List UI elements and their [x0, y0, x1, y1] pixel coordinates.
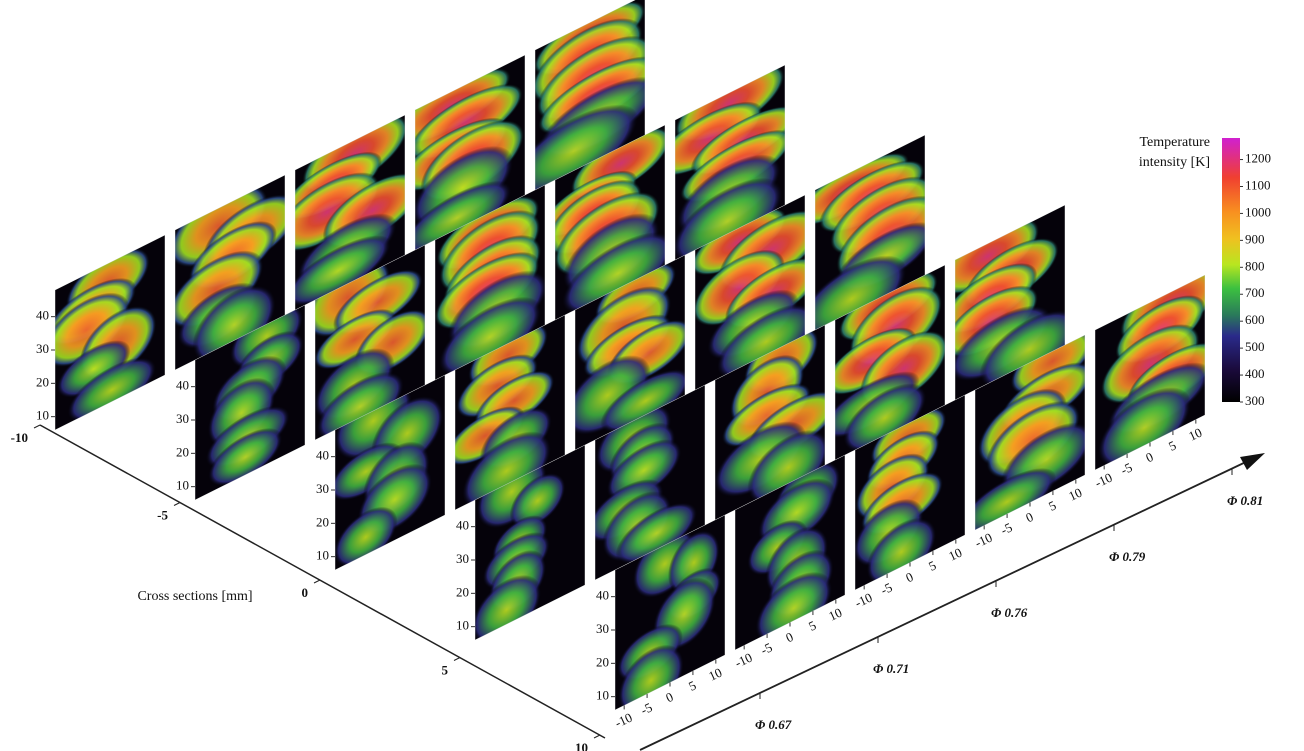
- cross-section-tick-label: -5: [157, 507, 168, 522]
- panel-x-tick-label: 5: [806, 617, 818, 633]
- panel-y-tick-label: 40: [596, 588, 609, 603]
- phi-axis-arrow: [1240, 453, 1265, 470]
- panel-y-tick-label: 30: [176, 411, 189, 426]
- colorbar-tick-label: 1000: [1245, 204, 1271, 219]
- panel-x-tick-label: -10: [732, 650, 754, 671]
- panel-y-tick-label: 40: [176, 378, 189, 393]
- cross-section-tick-label: 0: [302, 585, 309, 600]
- panel-y-tick-label: 20: [456, 584, 469, 599]
- panel-x-tick-label: 0: [783, 629, 795, 645]
- panel-x-tick-label: -5: [1118, 459, 1134, 477]
- panel-x-tick-label: -10: [972, 530, 994, 551]
- cross-section-tick: [174, 503, 180, 506]
- colorbar-tick-label: 400: [1245, 366, 1265, 381]
- heatmap-panel: [43, 226, 165, 448]
- panel-x-tick-label: 10: [706, 665, 724, 684]
- panel-x-tick-label: -10: [1092, 470, 1114, 491]
- cross-section-tick: [594, 735, 600, 738]
- colorbar-title: Temperature: [1139, 135, 1210, 150]
- colorbar-tick-label: 500: [1245, 339, 1265, 354]
- panel-y-tick-label: 10: [456, 618, 469, 633]
- panel-x-tick-label: -5: [878, 579, 894, 597]
- figure: Cross sections [mm] 10 20 30 40 10 20 30 40 10 20…: [0, 0, 1304, 751]
- panel-y-tick-label: 30: [596, 621, 609, 636]
- panel-x-tick-label: 10: [946, 545, 964, 564]
- panel-x-tick-label: 0: [903, 569, 915, 585]
- phi-tick-label: Φ 0.79: [1109, 549, 1146, 564]
- panel-x-tick-label: -5: [758, 639, 774, 657]
- cross-section-tick: [314, 580, 320, 583]
- panel-x-tick-label: 10: [826, 605, 844, 624]
- panel-x-tick-label: 0: [663, 689, 675, 705]
- colorbar-tick-label: 900: [1245, 231, 1265, 246]
- heatmap-panel: [1095, 248, 1225, 486]
- panel-x-tick-label: 0: [1143, 449, 1155, 465]
- panel-x-tick-label: 5: [926, 557, 938, 573]
- panel-x-tick-label: 0: [1023, 509, 1035, 525]
- panel-x-tick-label: -10: [612, 710, 634, 731]
- panel-y-tick-label: 20: [316, 514, 329, 529]
- panel-x-tick-label: -10: [852, 590, 874, 611]
- cross-section-tick-label: 5: [442, 662, 449, 677]
- panel-y-tick-label: 30: [456, 551, 469, 566]
- colorbar-tick-label: 700: [1245, 285, 1265, 300]
- panel-y-tick-label: 30: [316, 481, 329, 496]
- colorbar-tick-label: 600: [1245, 312, 1265, 327]
- panel-x-tick-label: 10: [1186, 425, 1204, 444]
- panel-y-tick-label: 20: [176, 444, 189, 459]
- panel-x-tick-label: 5: [686, 677, 698, 693]
- panel-y-tick-label: 10: [596, 688, 609, 703]
- colorbar-tick-label: 1200: [1245, 151, 1271, 166]
- panel-y-tick-label: 10: [316, 548, 329, 563]
- cross-section-label: Cross sections [mm]: [137, 589, 252, 604]
- colorbar-bar: [1222, 138, 1240, 402]
- panel-x-tick-label: -5: [998, 519, 1014, 537]
- panel-x-tick-label: -5: [638, 699, 654, 717]
- panel-y-tick-label: 30: [36, 341, 49, 356]
- panel-y-tick-label: 40: [456, 518, 469, 533]
- panel-y-tick-label: 40: [316, 448, 329, 463]
- phi-tick-label: Φ 0.81: [1227, 493, 1263, 508]
- panel-y-tick-label: 20: [596, 654, 609, 669]
- colorbar-tick-label: 800: [1245, 258, 1265, 273]
- cross-section-tick-label: 10: [575, 740, 588, 751]
- phi-tick-label: Φ 0.76: [991, 605, 1028, 620]
- phi-tick-label: Φ 0.71: [873, 661, 909, 676]
- panel-y-tick-label: 10: [36, 408, 49, 423]
- panel-x-tick-label: 5: [1046, 497, 1058, 513]
- colorbar-tick-label: 300: [1245, 393, 1265, 408]
- panel-y-tick-label: 10: [176, 478, 189, 493]
- panel-x-tick-label: 5: [1166, 437, 1178, 453]
- phi-tick-label: Φ 0.67: [755, 717, 792, 732]
- colorbar-tick-label: 1100: [1245, 177, 1271, 192]
- cross-section-tick: [34, 425, 40, 428]
- cross-section-tick: [454, 658, 460, 661]
- panel-x-tick-label: 10: [1066, 485, 1084, 504]
- panel-y-tick-label: 40: [36, 308, 49, 323]
- colorbar-title: intensity [K]: [1139, 155, 1210, 170]
- panels: [43, 0, 1225, 730]
- panel-y-tick-label: 20: [36, 374, 49, 389]
- cross-section-tick-label: -10: [11, 430, 28, 445]
